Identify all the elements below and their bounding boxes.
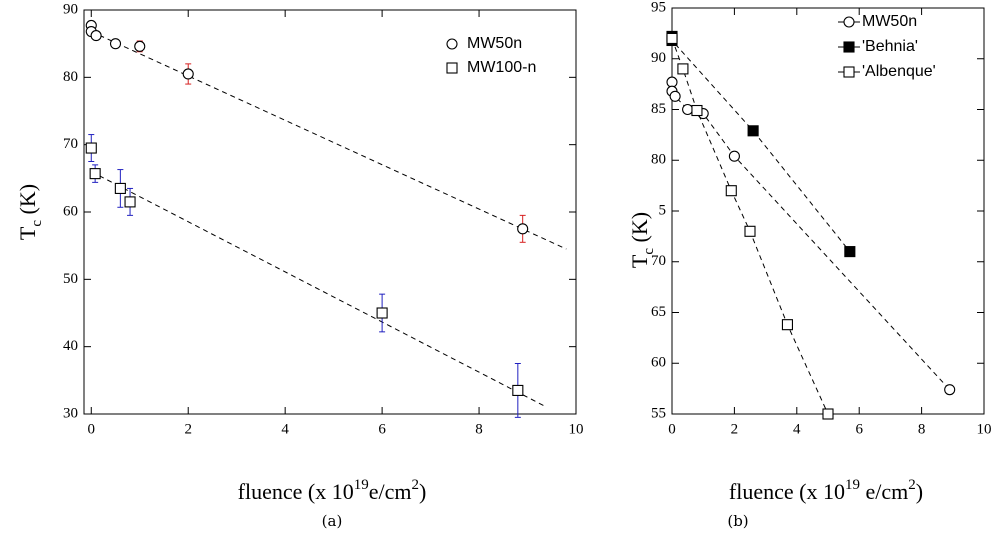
y-tick-label: 80 [651,152,666,168]
marker-square [85,142,97,154]
y-axis-label-part: (K) [627,212,652,248]
x-tick-label: 6 [378,421,386,437]
legend-label: 'Behnia' [862,38,918,55]
x-axis-label-part: e/cm [369,479,412,504]
fit-line [91,31,567,250]
y-tick-label: 90 [651,50,666,66]
y-tick-label: 30 [63,405,78,421]
y-tick-label: 5 [659,202,667,218]
marker-square [822,408,834,420]
plot-frame [671,7,985,415]
x-axis-label-part: 2 [412,477,420,493]
marker-square [744,225,756,237]
legend-label: MW50n [862,13,917,30]
y-tick-label: 85 [651,101,666,117]
x-axis-label-part: ) [419,479,426,504]
x-axis-label-part: 2 [908,477,916,493]
marker-circle [682,103,694,116]
marker-circle [182,68,194,80]
y-axis-label: Tc (K) [627,212,657,268]
marker-square [114,182,126,194]
legend-marker [843,66,855,78]
fit-line [91,171,548,408]
x-axis-label: fluence (x 1019 e/cm2) [729,477,923,504]
x-axis-label-part: fluence (x 10 [238,479,354,504]
series-line [671,82,951,390]
x-axis-label-part: ) [916,479,923,504]
x-tick-label: 0 [88,421,96,437]
y-tick-label: 55 [651,405,666,421]
x-tick-label: 6 [855,421,863,437]
marker-square [747,125,759,137]
marker-circle [728,150,740,162]
y-tick-label: 60 [63,203,78,219]
marker-square [666,32,678,45]
marker-square [781,319,793,331]
legend-marker [446,38,458,50]
y-tick-label: 65 [651,304,666,320]
marker-square [725,185,737,197]
x-axis-label-part: 19 [845,477,860,493]
marker-circle [134,40,146,52]
x-tick-label: 8 [918,421,926,437]
y-tick-label: 40 [63,338,78,354]
marker-circle [666,76,678,88]
marker-circle [517,223,529,235]
marker-square [89,168,101,180]
legend-marker [843,16,855,28]
marker-square [124,196,136,208]
x-axis-label-part: e/cm [860,479,908,504]
legend-marker [446,62,458,74]
y-axis-label-part: c [641,248,657,255]
x-axis-label-part: 19 [354,477,369,493]
y-axis-label-part: c [29,220,45,227]
x-tick-label: 2 [731,421,739,437]
marker-circle [944,384,956,396]
y-tick-label: 70 [651,253,666,269]
x-tick-label: 0 [668,421,676,437]
marker-square [691,104,703,117]
marker-circle [669,90,681,102]
y-axis-label: Tc (K) [15,184,45,240]
x-tick-label: 2 [184,421,192,437]
y-tick-label: 80 [63,69,78,85]
y-axis-label-part: T [627,254,652,268]
marker-square [677,63,689,75]
legend-label: 'Albenque' [862,63,936,80]
legend-label: MW100-n [467,59,536,76]
y-tick-label: 60 [651,355,666,371]
x-tick-label: 4 [793,421,801,437]
series-line [671,36,851,252]
caption: (a) [322,512,343,530]
y-axis-label-part: (K) [15,184,40,220]
y-tick-label: 90 [63,1,78,17]
x-tick-label: 4 [281,421,289,437]
x-axis-label: fluence (x 1019e/cm2) [238,477,427,504]
x-tick-label: 10 [977,421,992,437]
y-tick-label: 95 [651,0,666,15]
caption: (b) [727,512,748,530]
y-tick-label: 70 [63,136,78,152]
x-tick-label: 8 [475,421,483,437]
x-axis-label-part: fluence (x 10 [729,479,845,504]
x-tick-label: 10 [569,421,584,437]
marker-circle [109,38,122,50]
legend-label: MW50n [467,35,522,52]
marker-square [376,307,388,319]
marker-square [844,246,856,258]
y-tick-label: 50 [63,271,78,287]
marker-square [512,384,524,396]
marker-circle [90,30,102,42]
legend-marker [843,41,855,53]
y-axis-label-part: T [15,226,40,240]
